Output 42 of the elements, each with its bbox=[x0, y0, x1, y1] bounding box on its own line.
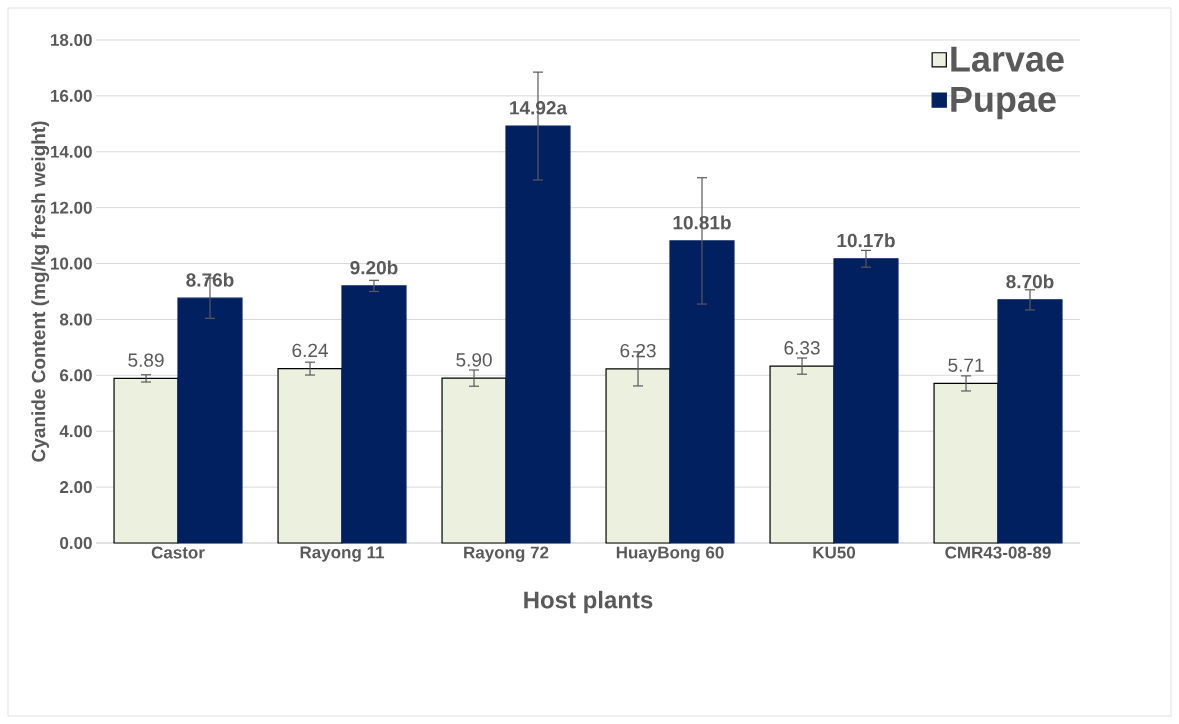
y-tick-label: 10.00 bbox=[51, 257, 92, 270]
y-tick-label: 16.00 bbox=[51, 89, 92, 102]
y-tick-label: 6.00 bbox=[60, 369, 92, 382]
x-tick-label: HuayBong 60 bbox=[616, 546, 724, 562]
data-label: 5.71 bbox=[948, 358, 984, 372]
bar bbox=[933, 382, 999, 544]
data-label: 10.17b bbox=[837, 233, 895, 248]
bar bbox=[113, 377, 179, 544]
bar bbox=[833, 258, 899, 544]
bar bbox=[277, 368, 343, 544]
data-label: 6.23 bbox=[620, 343, 656, 358]
data-label: 9.20b bbox=[350, 260, 398, 275]
y-tick-label: 8.00 bbox=[59, 313, 92, 326]
bar bbox=[605, 368, 671, 544]
bar bbox=[441, 377, 507, 544]
data-label: 6.33 bbox=[784, 341, 820, 355]
legend-label: Larvae bbox=[951, 46, 1064, 72]
y-tick-label: 14.00 bbox=[51, 145, 92, 158]
x-axis-title: Host plants bbox=[524, 590, 653, 614]
data-label: 8.76b bbox=[186, 272, 234, 287]
bar bbox=[177, 297, 243, 544]
data-label: 5.89 bbox=[128, 353, 164, 367]
x-tick-label: CMR43-08-89 bbox=[945, 546, 1051, 559]
y-tick-label: 12.00 bbox=[51, 201, 92, 214]
y-tick-label: 0.00 bbox=[60, 536, 92, 550]
x-tick-label: Rayong 72 bbox=[464, 546, 549, 562]
bar bbox=[669, 240, 735, 544]
bar bbox=[505, 125, 571, 544]
x-tick-label: Castor bbox=[151, 546, 205, 559]
data-label: 8.70b bbox=[1006, 274, 1054, 289]
y-axis-title: Cyanide Content (mg/kg fresh weight) bbox=[31, 121, 50, 462]
legend-label: Pupae bbox=[951, 86, 1056, 120]
x-tick-label: Rayong 11 bbox=[300, 546, 385, 562]
bar bbox=[769, 365, 835, 544]
x-tick-label: KU50 bbox=[813, 546, 856, 559]
bar bbox=[341, 285, 407, 544]
data-label: 5.90 bbox=[456, 353, 492, 367]
data-label: 6.24 bbox=[292, 343, 328, 358]
y-tick-label: 2.00 bbox=[60, 481, 92, 494]
y-tick-label: 4.00 bbox=[59, 425, 92, 438]
y-tick-label: 18.00 bbox=[51, 33, 92, 47]
bar bbox=[997, 299, 1063, 544]
